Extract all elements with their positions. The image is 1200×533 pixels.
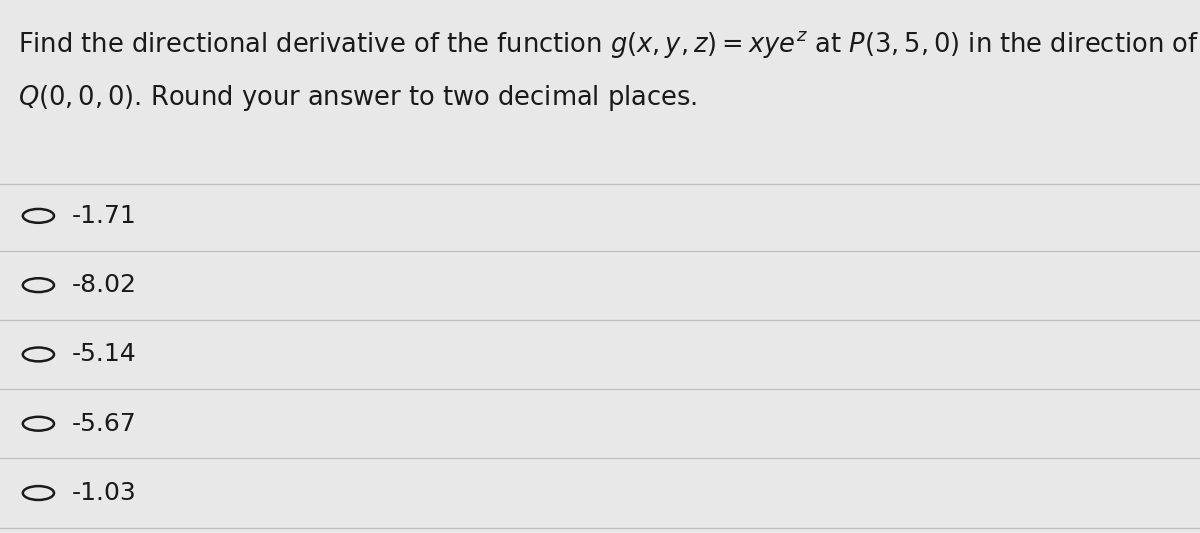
Text: -1.71: -1.71 bbox=[72, 204, 137, 228]
Text: $Q(0, 0, 0)$. Round your answer to two decimal places.: $Q(0, 0, 0)$. Round your answer to two d… bbox=[18, 83, 697, 112]
Text: Find the directional derivative of the function $g(x, y, z) = xye^{z}$ at $P(3, : Find the directional derivative of the f… bbox=[18, 29, 1199, 60]
Text: -1.03: -1.03 bbox=[72, 481, 137, 505]
Text: -8.02: -8.02 bbox=[72, 273, 137, 297]
Text: -5.67: -5.67 bbox=[72, 411, 137, 436]
Text: -5.14: -5.14 bbox=[72, 342, 137, 367]
